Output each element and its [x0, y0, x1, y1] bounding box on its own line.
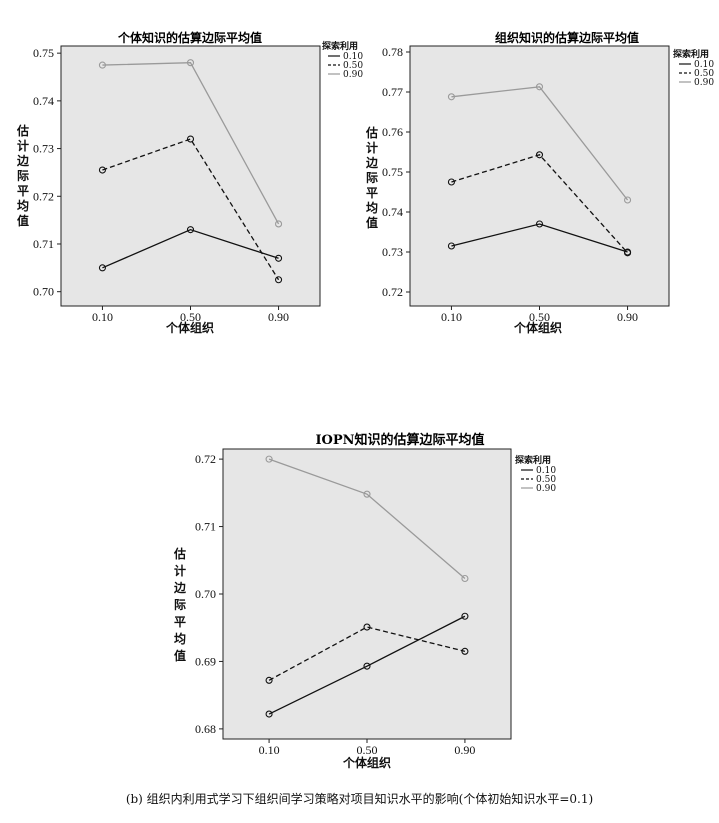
- legend-label: 0.90: [694, 78, 714, 88]
- data-point-0.50-0.50: [535, 151, 544, 159]
- data-point-0.90-0.90: [461, 574, 469, 583]
- y-tick-label: 0.72: [195, 452, 216, 466]
- legend-label: 0.90: [343, 70, 363, 80]
- y-tick-label: 0.70: [33, 285, 54, 299]
- data-point-0.50-0.50: [186, 135, 195, 143]
- legend-label: 0.50: [536, 475, 556, 485]
- y-tick-label: 0.69: [195, 654, 216, 668]
- series-line-0.50: [268, 626, 466, 681]
- data-point-0.50-0.90: [461, 647, 469, 655]
- y-axis-label-text: 估计边际平均值: [365, 125, 379, 230]
- legend-title: 探索利用: [673, 48, 709, 60]
- x-axis-label: 个体组织: [165, 320, 214, 335]
- data-point-0.50-0.10: [265, 676, 273, 684]
- y-tick-label: 0.77: [382, 85, 403, 99]
- legend-title: 探索利用: [515, 454, 551, 466]
- series-line-0.10: [268, 615, 466, 715]
- y-axis-label: 估计边际平均值: [16, 123, 30, 228]
- x-tick-label: 0.50: [357, 743, 378, 757]
- legend-label: 0.90: [536, 484, 556, 494]
- y-tick-label: 0.73: [33, 142, 54, 156]
- legend-label: 0.10: [694, 60, 714, 70]
- chart-iopn-knowledge: IOPN知识的估算边际平均值 个体组织 估计边际平均值 探索利用0.100.50…: [173, 432, 556, 770]
- y-tick-label: 0.72: [382, 285, 403, 299]
- x-axis-label: 个体组织: [513, 320, 562, 335]
- x-tick-label: 0.10: [441, 310, 462, 324]
- y-tick-label: 0.73: [382, 245, 403, 259]
- plot-area: [60, 45, 321, 307]
- data-point-0.90-0.90: [624, 196, 632, 204]
- data-point-0.10-0.90: [275, 254, 283, 262]
- data-point-0.90-0.90: [275, 220, 283, 228]
- y-tick-label: 0.78: [382, 45, 403, 59]
- x-tick-label: 0.10: [259, 743, 280, 757]
- data-point-0.10-0.50: [186, 226, 195, 234]
- x-tick-label: 0.90: [454, 743, 475, 757]
- data-point-0.50-0.90: [275, 276, 283, 284]
- chart-title: 个体知识的估算边际平均值: [117, 30, 262, 45]
- x-tick-label: 0.90: [268, 310, 289, 324]
- legend-title: 探索利用: [322, 40, 358, 52]
- y-tick-label: 0.68: [195, 722, 216, 736]
- y-tick-label: 0.72: [33, 189, 54, 203]
- chart-organization-knowledge: 组织知识的估算边际平均值 个体组织 估计边际平均值 探索利用0.100.500.…: [365, 30, 714, 335]
- y-tick-label: 0.75: [382, 165, 403, 179]
- data-point-0.90-0.50: [535, 83, 544, 91]
- legend-label: 0.50: [694, 69, 714, 79]
- x-tick-label: 0.90: [617, 310, 638, 324]
- plot-area: [222, 448, 512, 740]
- legend-label: 0.10: [536, 466, 556, 476]
- y-tick-label: 0.70: [195, 587, 216, 601]
- y-tick-label: 0.71: [33, 237, 54, 251]
- data-point-0.90-0.50: [363, 490, 371, 498]
- data-point-0.10-0.10: [98, 264, 106, 272]
- y-axis-label-text: 估计边际平均值: [173, 546, 187, 663]
- x-tick-label: 0.50: [180, 310, 201, 324]
- data-point-0.50-0.90: [624, 249, 632, 257]
- series-line-0.90: [102, 62, 280, 225]
- series-line-0.50: [102, 138, 280, 281]
- plot-area: [409, 45, 670, 307]
- x-tick-label: 0.10: [92, 310, 113, 324]
- data-point-0.10-0.50: [363, 662, 371, 670]
- x-axis-label: 个体组织: [342, 755, 391, 770]
- data-point-0.10-0.10: [447, 242, 455, 250]
- chart-individual-knowledge: 个体知识的估算边际平均值 个体组织 估计边际平均值 探索利用0.100.500.…: [16, 30, 363, 335]
- y-axis-label: 估计边际平均值: [173, 546, 187, 663]
- y-axis-label-text: 估计边际平均值: [16, 123, 30, 228]
- y-tick-label: 0.71: [195, 520, 216, 534]
- data-point-0.10-0.10: [265, 710, 273, 718]
- y-tick-label: 0.75: [33, 46, 54, 60]
- data-point-0.50-0.10: [447, 178, 455, 186]
- series-line-0.50: [451, 154, 629, 254]
- data-point-0.50-0.10: [98, 166, 106, 174]
- data-point-0.90-0.10: [265, 455, 273, 463]
- series-line-0.10: [102, 228, 279, 269]
- data-point-0.10-0.50: [535, 220, 544, 228]
- y-tick-label: 0.74: [382, 205, 403, 219]
- data-point-0.50-0.50: [363, 623, 371, 631]
- data-point-0.90-0.10: [447, 93, 455, 101]
- x-tick-label: 0.50: [529, 310, 550, 324]
- y-tick-label: 0.74: [33, 94, 54, 108]
- chart-title: IOPN知识的估算边际平均值: [315, 432, 484, 448]
- y-tick-label: 0.76: [382, 125, 403, 139]
- data-point-0.90-0.50: [186, 59, 195, 67]
- y-axis-label: 估计边际平均值: [365, 125, 379, 230]
- legend-label: 0.50: [343, 61, 363, 71]
- data-point-0.90-0.10: [98, 61, 106, 69]
- series-line-0.90: [268, 458, 466, 579]
- series-line-0.10: [451, 223, 628, 253]
- series-line-0.90: [451, 86, 629, 201]
- chart-title: 组织知识的估算边际平均值: [495, 30, 639, 45]
- data-point-0.10-0.90: [461, 612, 469, 620]
- legend-label: 0.10: [343, 52, 363, 62]
- figure-caption: (b) 组织内利用式学习下组织间学习策略对项目知识水平的影响(个体初始知识水平=…: [125, 792, 594, 806]
